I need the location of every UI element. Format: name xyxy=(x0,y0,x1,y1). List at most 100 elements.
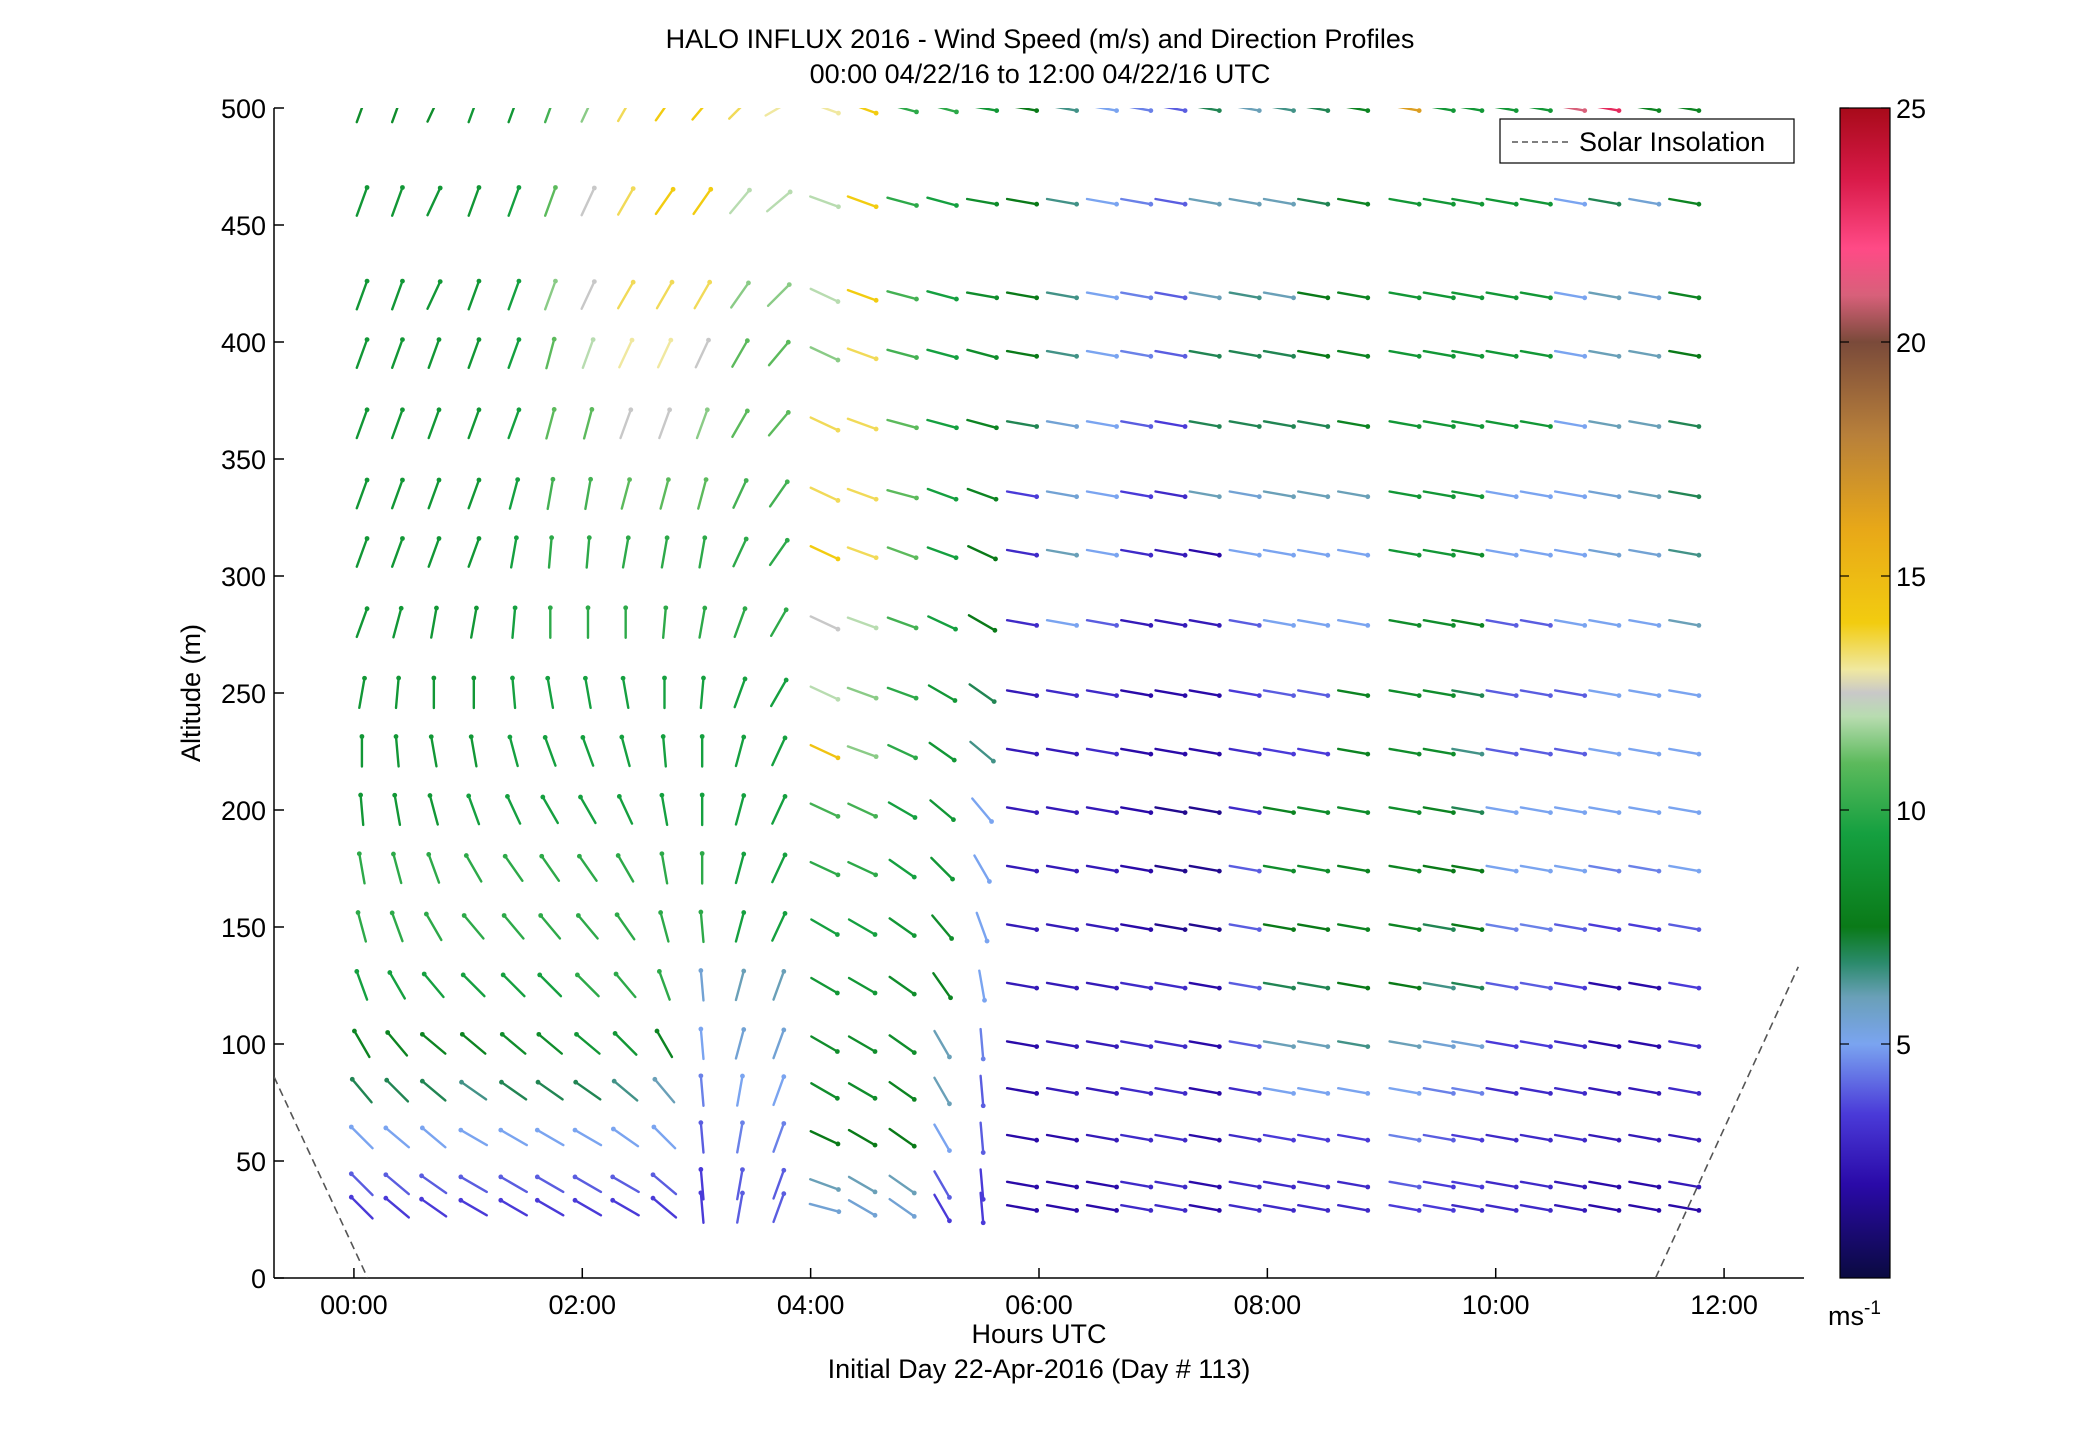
wind-vector-head xyxy=(1416,1208,1422,1213)
wind-vector xyxy=(1045,618,1078,627)
wind-vector-head xyxy=(1416,810,1422,816)
wind-vector-head xyxy=(1114,927,1119,933)
wind-vector-head xyxy=(1114,424,1119,429)
wind-vector xyxy=(1422,923,1455,931)
wind-vector-head xyxy=(698,1167,704,1172)
wind-vector-head xyxy=(1479,201,1485,207)
wind-vector xyxy=(461,1033,487,1055)
wind-vector xyxy=(1262,1040,1295,1048)
wind-vector-head xyxy=(947,1218,952,1224)
wind-vector xyxy=(390,279,404,311)
wind-vector xyxy=(771,736,787,767)
wind-vector-head xyxy=(1416,927,1422,933)
wind-vector xyxy=(692,188,712,216)
wind-vector-head xyxy=(1256,108,1262,114)
wind-vector xyxy=(1337,548,1369,557)
wind-vector xyxy=(1045,548,1078,557)
wind-vector xyxy=(1588,490,1621,498)
wind-vector-head xyxy=(873,872,879,878)
wind-vector-head xyxy=(616,794,622,799)
wind-vector xyxy=(728,108,742,120)
wind-vector-head xyxy=(364,477,370,483)
wind-vector-head xyxy=(1416,693,1422,699)
wind-vector xyxy=(772,1169,786,1200)
wind-vector xyxy=(699,910,705,944)
wind-vector-head xyxy=(1616,1137,1622,1143)
wind-vector xyxy=(1422,490,1455,498)
wind-vector xyxy=(1553,420,1586,428)
wind-vector-head xyxy=(461,913,467,918)
wind-vector xyxy=(508,478,519,510)
plot-area xyxy=(274,108,1804,1278)
wind-vector-head xyxy=(873,426,879,432)
wind-vector xyxy=(1085,1086,1118,1095)
wind-vector-head xyxy=(1548,868,1553,874)
wind-vector xyxy=(1519,689,1552,697)
wind-vector-head xyxy=(436,536,442,541)
wind-vector xyxy=(427,853,441,884)
wind-vector-head xyxy=(1114,868,1119,874)
wind-vector xyxy=(1668,490,1701,498)
wind-vector xyxy=(536,1128,565,1147)
wind-vector-head xyxy=(1479,1091,1485,1096)
wind-vector-head xyxy=(1450,494,1456,500)
wind-vector-head xyxy=(873,356,879,362)
wind-vector xyxy=(390,478,404,510)
wind-vector-head xyxy=(1182,1184,1188,1190)
wind-vector-head xyxy=(1114,985,1119,991)
wind-vector xyxy=(1553,490,1586,498)
wind-vector xyxy=(1519,864,1552,873)
wind-vector xyxy=(846,686,878,700)
colorbar-tick-label: 10 xyxy=(1896,796,1926,826)
wind-vector-head xyxy=(1256,868,1262,874)
wind-vector xyxy=(1628,1203,1661,1212)
wind-vector-head xyxy=(460,972,466,978)
wind-vector-head xyxy=(835,357,841,363)
wind-vector-head xyxy=(1582,1044,1588,1050)
wind-vector xyxy=(581,338,595,369)
wind-vector xyxy=(1262,197,1295,206)
wind-vector xyxy=(1451,1040,1484,1048)
wind-vector-head xyxy=(1416,1044,1422,1050)
wind-vector-head xyxy=(953,626,958,632)
wind-vector-head xyxy=(400,278,405,284)
wind-vector xyxy=(358,852,366,885)
wind-vector xyxy=(1188,1086,1221,1095)
wind-vector-head xyxy=(364,337,370,343)
wind-vector-head xyxy=(364,185,370,190)
wind-vector xyxy=(971,797,993,823)
wind-vector-head xyxy=(419,1196,424,1202)
wind-vector xyxy=(541,795,560,825)
wind-vector xyxy=(1228,864,1261,873)
wind-vector-head xyxy=(500,972,506,978)
wind-vector xyxy=(1588,291,1621,300)
wind-vector xyxy=(1628,1133,1661,1142)
wind-vector-head xyxy=(698,968,704,973)
wind-vector-head xyxy=(1216,1044,1222,1050)
wind-vector xyxy=(1045,864,1078,873)
wind-vector xyxy=(1154,548,1187,557)
wind-vector-head xyxy=(385,1030,391,1035)
x-axis-ticks: 00:00 02:00 04:00 06:00 08:00 10:00 12:00 xyxy=(320,1268,1758,1320)
wind-vector xyxy=(1597,108,1621,112)
wind-vector xyxy=(1397,108,1421,112)
wind-vector xyxy=(1154,1180,1187,1189)
wind-vector-head xyxy=(1148,1044,1154,1050)
wind-vector-head xyxy=(476,278,482,284)
wind-vector xyxy=(543,108,552,124)
wind-vector-head xyxy=(477,92,482,97)
wind-vector xyxy=(576,973,600,998)
wind-vector-head xyxy=(1513,1044,1519,1050)
wind-vector xyxy=(1297,981,1330,990)
wind-vector-head xyxy=(517,92,522,97)
wind-vector-head xyxy=(1656,693,1662,699)
wind-vector xyxy=(1014,108,1038,112)
wind-vector-head xyxy=(611,1078,617,1084)
wind-vector xyxy=(1485,1040,1518,1048)
wind-vector xyxy=(546,478,555,511)
wind-vector-head xyxy=(1256,985,1262,991)
wind-vector xyxy=(1120,420,1153,428)
wind-vector-head xyxy=(1450,201,1456,207)
wind-vector-head xyxy=(699,851,705,856)
wind-vector xyxy=(1120,548,1153,557)
